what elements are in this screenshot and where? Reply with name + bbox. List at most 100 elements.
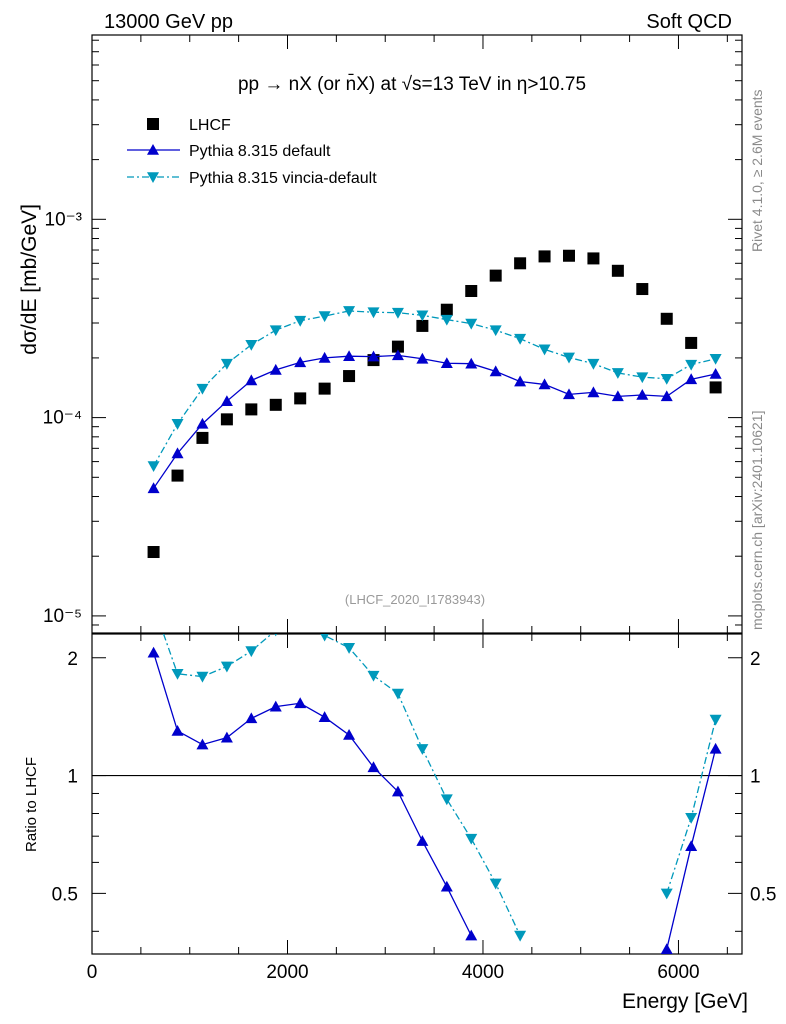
ratio-point [220,661,233,673]
ratio-point [391,688,404,700]
data-point [416,319,429,332]
data-point [391,340,404,353]
main-series [147,249,722,559]
data-point [196,417,209,429]
data-point [416,352,429,364]
data-point [245,339,258,351]
data-point [367,307,380,319]
data-point [562,388,575,400]
ratio-point [440,880,453,892]
data-point [294,356,307,368]
x-ticks [91,35,728,954]
data-point [538,250,551,263]
ratio-point [343,728,356,740]
data-point [147,461,160,473]
ratio-point [318,711,331,722]
data-point [318,382,331,395]
data-point [440,314,453,326]
ratio-point [196,738,209,750]
legend-label: Pythia 8.315 default [189,143,331,160]
ratio-point [343,643,356,654]
main-y-tick-label: 10⁻³ [45,209,83,230]
ratio-point [709,742,722,754]
data-point [465,357,478,369]
data-point [171,469,184,482]
ratio-point [660,943,673,954]
tick-labels: 10⁻⁵ 10⁻⁴ 10⁻³ 0.5 0.5 1 1 2 2 0 2000 4000 6000 [43,209,777,983]
data-point [489,325,502,337]
main-y-ticks [92,39,742,626]
main-y-tick-label: 10⁻⁴ [43,408,82,429]
legend-marker [147,172,159,183]
ratio-point [147,646,160,658]
x-tick-label: 6000 [657,962,699,983]
data-point [245,403,258,416]
data-point [587,358,600,370]
ratio-point [391,785,404,797]
data-point [343,306,356,317]
data-point [171,447,184,459]
ratio-point [220,731,233,743]
main-y-tick-label: 10⁻⁵ [43,606,82,627]
x-tick-label: 4000 [462,962,504,983]
ratio-point [148,601,160,612]
data-point [465,284,478,297]
ratio-point [440,794,453,806]
data-point [416,310,429,322]
x-tick-label: 2000 [266,962,308,983]
data-point [465,318,478,330]
data-point [611,264,624,277]
chart-title: pp → nX (or n̄X) at √s=13 TeV in η>10.75 [238,74,586,95]
data-point [391,349,404,361]
data-point [147,546,160,559]
ratio-panel-frame [91,633,743,955]
legend-label: Pythia 8.315 vincia-default [189,170,377,187]
ratio-point [514,930,527,942]
ratio-point [269,700,282,712]
analysis-tag: (LHCF_2020_I1783943) [345,592,485,607]
ratio-point [685,840,698,851]
legend-marker [147,118,159,130]
ratio-point [196,671,209,683]
ratio-series [147,601,722,954]
data-point [489,269,502,282]
data-point [562,249,575,262]
data-point [660,373,673,385]
ratio-y-tick-label: 1 [67,767,78,788]
legend: LHCF Pythia 8.315 default Pythia 8.315 vin… [127,117,377,187]
ratio-y-tick-label-right: 0.5 [750,884,776,905]
data-point [171,419,184,430]
y-axis-label: dσ/dE [mb/GeV] [18,204,41,355]
data-point [391,307,404,319]
data-point [611,390,624,402]
legend-label: LHCF [189,117,231,134]
ratio-point [171,668,184,680]
ratio-point [489,878,502,890]
data-point [709,381,722,394]
ratio-point [294,697,307,709]
data-point [685,336,698,349]
data-point [220,413,233,426]
ratio-y-tick-label-right: 2 [750,649,761,670]
data-point [562,352,575,364]
data-point [636,389,649,400]
ratio-y-axis-label: Ratio to LHCF [23,757,40,852]
data-point [514,257,527,270]
ratio-point [171,724,184,736]
data-point [367,350,380,362]
rivet-version-label: Rivet 4.1.0, ≥ 2.6M events [749,89,765,252]
ratio-point [245,712,258,724]
data-point [318,311,331,323]
ratio-point [685,812,698,824]
data-point [587,252,600,265]
series-line [153,310,716,467]
data-point [611,368,624,379]
data-point [220,395,233,406]
mcplots-label: mcplots.cern.ch [arXiv:2401.10621] [749,411,765,630]
data-point [636,283,649,296]
main-panel-frame [91,34,743,634]
data-point [245,374,258,386]
data-point [318,351,331,363]
data-point [269,325,282,337]
